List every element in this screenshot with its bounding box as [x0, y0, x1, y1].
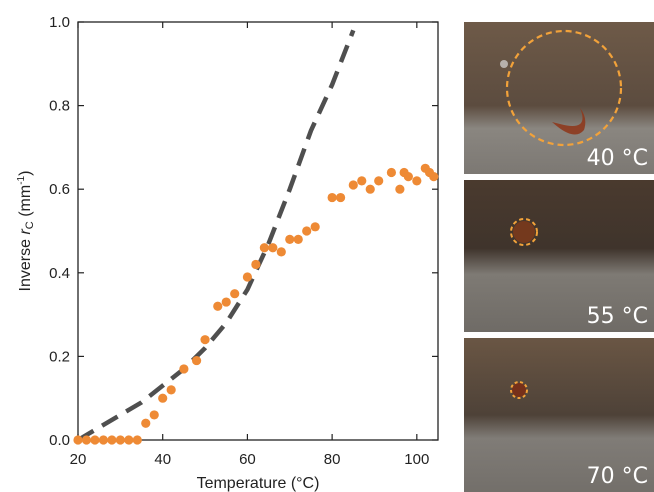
photo-panel-70c: 70 °C: [464, 338, 654, 492]
temperature-label: 40 °C: [586, 146, 648, 171]
chart: 0.0 0.2 0.4 0.6 0.8 1.0 20 40 60 80 100 Temperatu…: [16, 14, 439, 492]
temperature-label: 70 °C: [586, 464, 648, 489]
data-point: [200, 335, 210, 345]
data-point: [115, 435, 125, 445]
x-axis: 20 40 60 80 100: [70, 22, 429, 468]
x-tick-label: 40: [154, 451, 171, 468]
data-point: [365, 184, 375, 194]
data-point: [166, 385, 176, 395]
data-point: [132, 435, 142, 445]
data-point: [124, 435, 134, 445]
y-tick-label: 0.0: [49, 432, 70, 449]
data-point: [98, 435, 109, 445]
curvature-ring: [510, 218, 538, 246]
data-point: [302, 226, 312, 236]
data-point: [251, 259, 261, 270]
data-point: [158, 393, 168, 403]
data-point: [429, 172, 439, 182]
y-label-unit: (mm: [17, 185, 34, 221]
y-tick-label: 0.2: [49, 348, 70, 365]
y-label-main: Inverse: [17, 235, 34, 292]
data-point: [107, 435, 117, 445]
data-point: [221, 297, 231, 307]
y-tick-label: 1.0: [49, 14, 70, 31]
photo-panel-55c: 55 °C: [464, 180, 654, 332]
y-tick-label: 0.4: [49, 265, 70, 282]
data-point: [335, 192, 346, 203]
data-point: [149, 410, 159, 420]
x-tick-label: 80: [324, 451, 341, 468]
data-point: [230, 289, 240, 299]
data-point: [259, 243, 269, 253]
photo-panel-40c: 40 °C: [464, 22, 654, 174]
model-curve: [76, 29, 356, 442]
data-point: [213, 301, 223, 311]
plot-area: [77, 21, 439, 441]
x-tick-label: 60: [239, 451, 256, 468]
data-point: [73, 435, 83, 445]
data-point: [348, 180, 358, 190]
data-point: [310, 222, 320, 232]
data-point: [395, 184, 405, 194]
data-point: [293, 234, 303, 244]
photo-image: [464, 338, 654, 492]
x-tick-label: 100: [404, 451, 429, 468]
data-point: [412, 176, 422, 186]
curvature-ring: [505, 29, 623, 147]
data-point: [90, 435, 100, 445]
y-tick-label: 0.8: [49, 98, 70, 115]
model-dashed-line: [76, 29, 356, 442]
data-point: [285, 234, 295, 244]
data-point: [327, 192, 337, 203]
y-label-sub: C: [24, 221, 36, 229]
data-point: [386, 167, 397, 178]
x-tick-label: 20: [70, 451, 87, 468]
y-axis-label: Inverse rC (mm-1): [16, 171, 36, 292]
photo-image: [464, 180, 654, 332]
curvature-ring: [510, 381, 528, 399]
data-point: [179, 364, 189, 374]
data-point: [357, 176, 367, 186]
data-point: [81, 435, 92, 445]
x-axis-label: Temperature (°C): [197, 475, 320, 492]
data-point: [191, 355, 202, 366]
temperature-label: 55 °C: [586, 304, 648, 329]
plot-frame: [77, 21, 439, 441]
data-point: [268, 243, 278, 253]
photo-image: [464, 22, 654, 174]
data-point: [242, 272, 253, 282]
y-label-var: r: [17, 229, 34, 235]
data-point: [403, 172, 413, 182]
data-point: [374, 176, 384, 186]
y-axis: 0.0 0.2 0.4 0.6 0.8 1.0: [49, 14, 438, 449]
data-point: [141, 418, 151, 428]
y-label-unit-exp: -1: [16, 175, 27, 184]
y-label-unit-close: ): [17, 171, 34, 176]
y-tick-label: 0.6: [49, 181, 70, 198]
measured-points: [73, 163, 439, 445]
data-point: [276, 247, 286, 257]
